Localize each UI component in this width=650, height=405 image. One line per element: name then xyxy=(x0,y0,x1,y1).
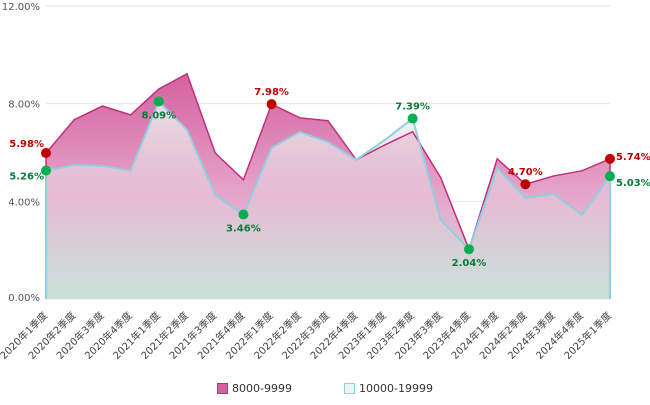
line-10000-19999 xyxy=(45,99,611,299)
legend-item-series-2[interactable]: 10000-19999 xyxy=(344,382,433,395)
data-point-marker xyxy=(464,244,474,255)
line-8000-9999 xyxy=(45,72,611,299)
data-point-marker xyxy=(41,165,51,176)
data-label: 4.70% xyxy=(508,167,543,178)
data-label: 5.26% xyxy=(9,172,44,183)
area-chart: 0.00% 4.00% 8.00% 12.00% 5.98% 7.98% 4.70% 5.74… xyxy=(0,2,650,362)
x-tick-label: 2025年1季度 xyxy=(561,309,614,362)
legend-item-series-1[interactable]: 8000-9999 xyxy=(217,382,292,395)
legend-swatch xyxy=(217,383,229,394)
data-label: 5.74% xyxy=(616,152,650,163)
data-label: 5.98% xyxy=(9,139,44,150)
legend-swatch xyxy=(344,383,355,394)
data-point-marker xyxy=(605,171,615,182)
y-tick-label: 4.00% xyxy=(8,197,40,208)
data-point-marker xyxy=(407,113,418,124)
x-tick-label: 2020年1季度 xyxy=(0,309,50,362)
y-tick-label: 8.00% xyxy=(8,100,40,111)
data-point-marker xyxy=(605,153,615,164)
data-label: 2.04% xyxy=(452,258,487,269)
y-tick-label: 12.00% xyxy=(2,2,40,13)
data-label: 8.09% xyxy=(141,110,176,121)
y-tick-label: 0.00% xyxy=(8,293,40,304)
data-label: 3.46% xyxy=(226,224,261,235)
data-point-marker xyxy=(266,99,277,110)
data-point-marker xyxy=(153,96,164,107)
data-label: 7.98% xyxy=(254,87,289,98)
legend-label: 10000-19999 xyxy=(359,382,433,395)
data-point-marker xyxy=(41,147,51,158)
data-label: 7.39% xyxy=(395,102,430,113)
data-label: 5.03% xyxy=(616,178,650,189)
data-point-marker xyxy=(520,179,531,190)
legend-label: 8000-9999 xyxy=(232,382,292,395)
legend: 8000-9999 10000-19999 xyxy=(0,382,650,395)
data-point-marker xyxy=(238,209,249,220)
